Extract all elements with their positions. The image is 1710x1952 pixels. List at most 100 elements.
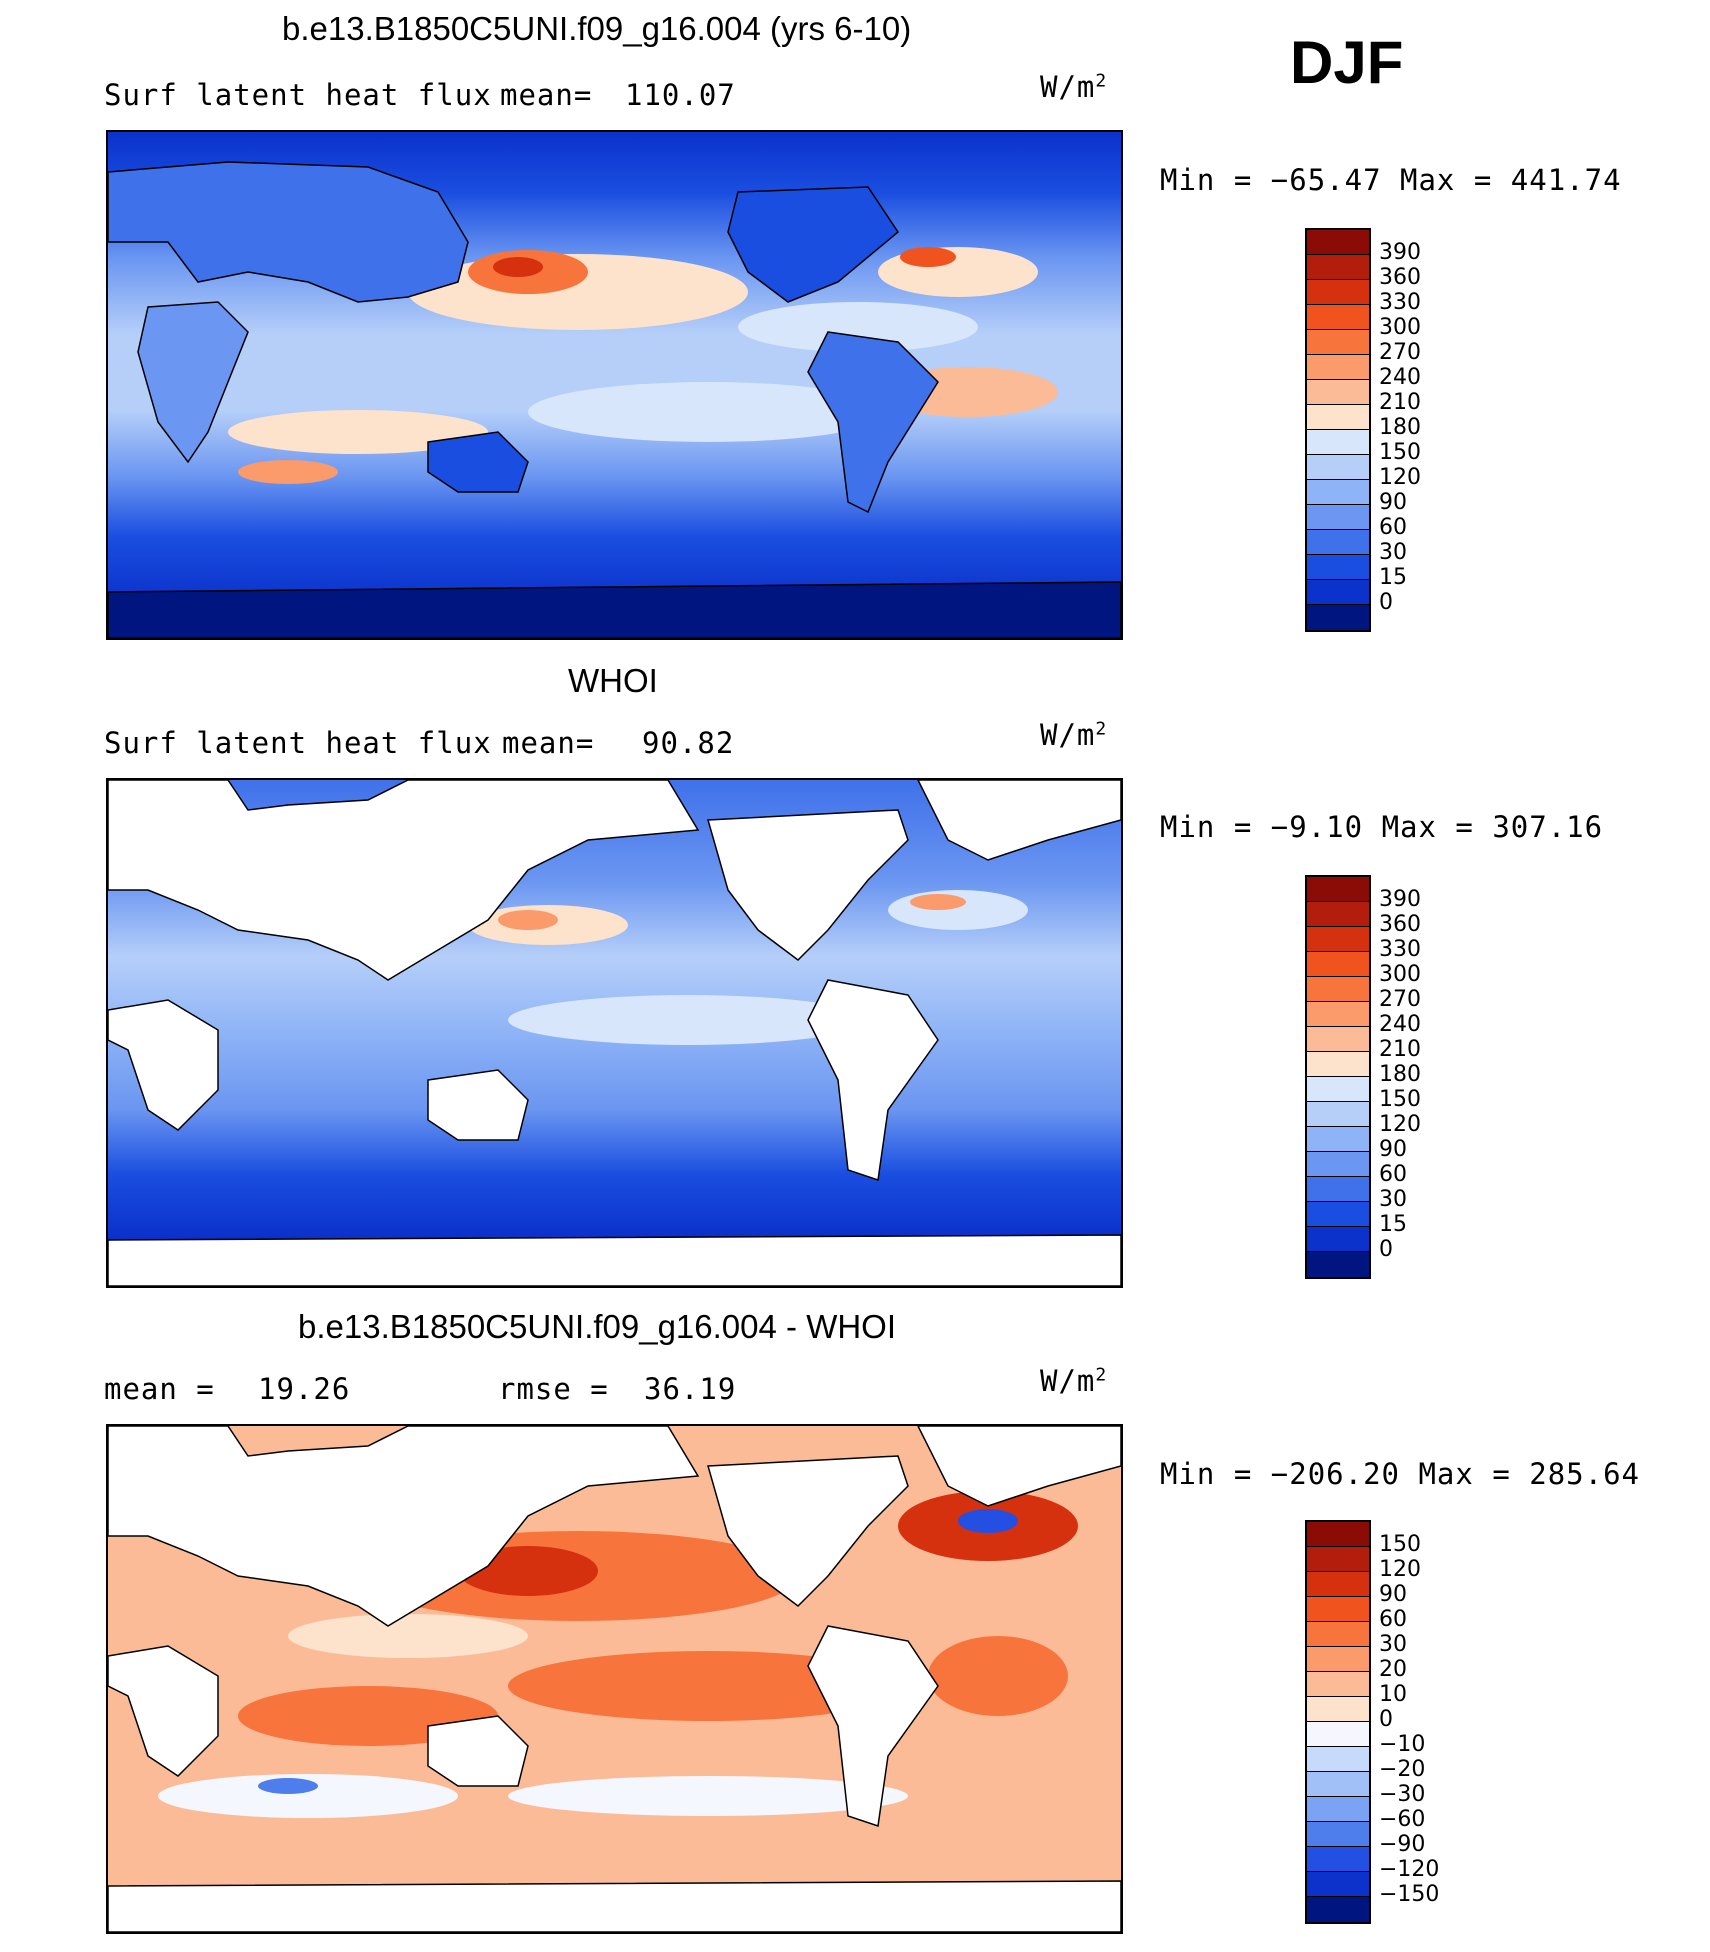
colorbar-segment [1307, 1547, 1369, 1572]
colorbar-tick-label: 0 [1379, 590, 1393, 615]
colorbar-segment [1307, 977, 1369, 1002]
colorbar-segment [1307, 305, 1369, 330]
panel1-max-label: Max [1400, 163, 1456, 197]
panel2-mean-label: mean= [502, 726, 595, 760]
colorbar-tick-label: 60 [1379, 515, 1407, 540]
colorbar-tick-label: 300 [1379, 962, 1421, 987]
colorbar-frame [1305, 228, 1371, 632]
colorbar-tick-label: 330 [1379, 290, 1421, 315]
panel3-units: W/m2 [1040, 1364, 1107, 1398]
colorbar-tick-label: 180 [1379, 1062, 1421, 1087]
colorbar-segment [1307, 255, 1369, 280]
panel2-max-label: Max [1381, 810, 1437, 844]
colorbar-segment [1307, 1747, 1369, 1772]
colorbar-segment [1307, 605, 1369, 630]
colorbar-tick-label: 210 [1379, 390, 1421, 415]
colorbar-segment [1307, 1152, 1369, 1177]
colorbar-tick-label: 150 [1379, 1087, 1421, 1112]
colorbar-tick-label: 180 [1379, 415, 1421, 440]
panel3-max-label: Max [1418, 1457, 1474, 1491]
panel2-map [106, 778, 1123, 1288]
panel2-colorbar: 390 360 330 300 270 240 210 180 150 120 90 60 30 15 0 [1305, 875, 1465, 1279]
colorbar-segment [1307, 952, 1369, 977]
panel3-units-base: W/m [1040, 1364, 1096, 1398]
colorbar-tick-label: −10 [1379, 1732, 1426, 1757]
colorbar-tick-label: 0 [1379, 1707, 1393, 1732]
colorbar-tick-label: 240 [1379, 1012, 1421, 1037]
colorbar-tick-label: 270 [1379, 340, 1421, 365]
colorbar-tick-label: −30 [1379, 1782, 1426, 1807]
panel1-units: W/m2 [1040, 70, 1107, 104]
colorbar-tick-label: −150 [1379, 1882, 1440, 1907]
panel1-mean-label: mean= [500, 78, 593, 112]
colorbar-segment [1307, 1252, 1369, 1277]
panel3-colorbar: 150 120 90 60 30 20 10 0 −10 −20 −30 −60 −90 −120 −150 [1305, 1520, 1465, 1924]
colorbar-tick-label: −90 [1379, 1832, 1426, 1857]
colorbar-segment [1307, 405, 1369, 430]
panel2-minmax: Min = −9.10 Max = 307.16 [1160, 810, 1604, 844]
colorbar-segment [1307, 1672, 1369, 1697]
colorbar-segment [1307, 1597, 1369, 1622]
colorbar-segment [1307, 927, 1369, 952]
panel1-minmax: Min = −65.47 Max = 441.74 [1160, 163, 1622, 197]
colorbar-segment [1307, 1822, 1369, 1847]
colorbar-segment [1307, 1177, 1369, 1202]
colorbar-segment [1307, 280, 1369, 305]
colorbar-tick-label: 150 [1379, 1532, 1421, 1557]
season-label: DJF [1290, 29, 1404, 96]
colorbar-tick-label: −120 [1379, 1857, 1440, 1882]
colorbar-segment [1307, 1522, 1369, 1547]
colorbar-tick-label: 300 [1379, 315, 1421, 340]
colorbar-segment [1307, 430, 1369, 455]
panel2-units-exp: 2 [1095, 718, 1108, 740]
colorbar-tick-label: 90 [1379, 1137, 1407, 1162]
panel1-variable-label: Surf latent heat flux [104, 78, 492, 112]
panel1-min-label: Min [1160, 163, 1216, 197]
colorbar-segment [1307, 505, 1369, 530]
colorbar-tick-label: 120 [1379, 1112, 1421, 1137]
panel2-min-label: Min [1160, 810, 1216, 844]
panel2-variable-label: Surf latent heat flux [104, 726, 492, 760]
colorbar-tick-label: 360 [1379, 265, 1421, 290]
colorbar-segment [1307, 1722, 1369, 1747]
colorbar-segment [1307, 455, 1369, 480]
colorbar-segment [1307, 1572, 1369, 1597]
panel1-mean-value: 110.07 [625, 78, 736, 112]
colorbar-segment [1307, 1772, 1369, 1797]
colorbar-segment [1307, 580, 1369, 605]
colorbar-tick-label: 210 [1379, 1037, 1421, 1062]
colorbar-tick-label: −60 [1379, 1807, 1426, 1832]
colorbar-tick-label: 60 [1379, 1162, 1407, 1187]
colorbar-tick-label: 90 [1379, 1582, 1407, 1607]
colorbar-segment [1307, 555, 1369, 580]
colorbar-tick-label: 270 [1379, 987, 1421, 1012]
colorbar-tick-label: 240 [1379, 365, 1421, 390]
panel1-units-exp: 2 [1095, 70, 1108, 92]
colorbar-tick-label: 10 [1379, 1682, 1407, 1707]
panel3-mean-value: 19.26 [258, 1372, 351, 1406]
panel1-colorbar: 390 360 330 300 270 240 210 180 150 120 90 60 30 15 0 [1305, 228, 1465, 632]
colorbar-segment [1307, 1202, 1369, 1227]
colorbar-tick-label: 150 [1379, 440, 1421, 465]
colorbar-segment [1307, 1697, 1369, 1722]
panel3-min-label: Min [1160, 1457, 1216, 1491]
colorbar-tick-label: 30 [1379, 1187, 1407, 1212]
colorbar-segment [1307, 230, 1369, 255]
colorbar-tick-label: 390 [1379, 887, 1421, 912]
panel3-mean-label: mean = [104, 1372, 215, 1406]
panel3-minmax: Min = −206.20 Max = 285.64 [1160, 1457, 1641, 1491]
colorbar-segment [1307, 1872, 1369, 1897]
panel2-units-base: W/m [1040, 718, 1096, 752]
panel2-title: WHOI [568, 662, 658, 699]
colorbar-tick-label: 20 [1379, 1657, 1407, 1682]
panel3-units-exp: 2 [1095, 1364, 1108, 1386]
panel2-units: W/m2 [1040, 718, 1107, 752]
panel3-title: b.e13.B1850C5UNI.f09_g16.004 - WHOI [298, 1308, 897, 1345]
colorbar-segment [1307, 1002, 1369, 1027]
panel3-rmse-value: 36.19 [644, 1372, 737, 1406]
panel1-map [106, 130, 1123, 640]
panel1-title: b.e13.B1850C5UNI.f09_g16.004 (yrs 6-10) [282, 10, 912, 47]
colorbar-tick-label: 15 [1379, 565, 1407, 590]
colorbar-segment [1307, 530, 1369, 555]
colorbar-tick-label: 120 [1379, 1557, 1421, 1582]
